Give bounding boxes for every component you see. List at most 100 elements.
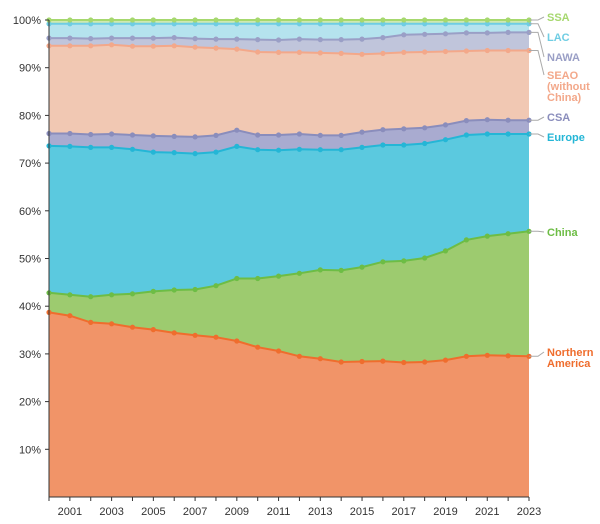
point-northern-america	[338, 359, 344, 365]
point-northern-america	[234, 338, 240, 344]
point-ssa	[401, 17, 407, 23]
point-nawa	[422, 31, 428, 37]
point-china	[67, 292, 73, 298]
point-ssa	[255, 17, 261, 23]
y-tick-label: 10%	[19, 444, 41, 456]
point-europe	[401, 142, 407, 148]
point-northern-america	[401, 359, 407, 366]
point-northern-america	[296, 353, 302, 359]
point-nawa	[109, 35, 115, 41]
point-lac	[317, 21, 323, 27]
point-csa	[171, 133, 177, 139]
point-china	[422, 255, 428, 261]
point-china	[338, 267, 344, 273]
point-lac	[150, 21, 156, 27]
point-csa	[359, 129, 365, 135]
point-seao-without-china	[171, 43, 177, 49]
legend-leader-seao-without-china	[529, 50, 545, 76]
point-europe	[442, 137, 449, 143]
point-northern-america	[192, 332, 198, 338]
legend-label-nawa: NAWA	[547, 52, 580, 64]
point-lac	[422, 21, 428, 27]
point-csa	[67, 130, 73, 137]
point-europe	[192, 151, 198, 157]
y-tick-label: 60%	[19, 206, 41, 218]
point-ssa	[463, 17, 469, 23]
point-europe	[505, 131, 511, 137]
point-seao-without-china	[296, 49, 302, 56]
point-europe	[463, 132, 469, 138]
point-seao-without-china	[505, 47, 511, 54]
point-ssa	[129, 17, 136, 23]
series-lines	[48, 19, 530, 364]
y-tick-label: 80%	[19, 110, 41, 122]
point-csa	[422, 125, 428, 131]
point-csa	[234, 127, 240, 133]
point-europe	[67, 143, 73, 149]
point-lac	[67, 21, 73, 27]
x-tick-label: 2001	[58, 506, 82, 518]
line-europe	[48, 133, 529, 155]
point-ssa	[484, 17, 490, 23]
point-ssa	[213, 17, 219, 23]
point-china	[234, 275, 240, 282]
point-europe	[484, 131, 490, 137]
point-seao-without-china	[317, 50, 323, 56]
point-ssa	[317, 17, 323, 23]
point-ssa	[359, 17, 365, 23]
x-tick-label: 2005	[141, 506, 165, 518]
point-europe	[129, 146, 136, 152]
point-lac	[401, 21, 407, 27]
point-china	[505, 231, 511, 237]
point-csa	[442, 122, 449, 128]
point-csa	[88, 131, 94, 138]
point-china	[171, 287, 177, 293]
area-csa	[49, 119, 529, 154]
point-ssa	[171, 17, 177, 23]
legend-leader-northern-america	[529, 351, 545, 357]
point-china	[401, 258, 407, 264]
point-china	[88, 294, 94, 300]
point-nawa	[171, 35, 177, 41]
legend-label-europe: Europe	[547, 132, 585, 144]
point-nawa	[380, 35, 386, 41]
y-tick-label: 100%	[13, 15, 41, 27]
point-csa	[338, 132, 344, 138]
point-europe	[276, 147, 282, 153]
point-china	[380, 259, 386, 265]
point-china	[213, 283, 219, 289]
point-europe	[150, 149, 156, 155]
point-ssa	[192, 17, 198, 23]
point-seao-without-china	[234, 46, 240, 52]
point-csa	[463, 118, 469, 124]
point-europe	[234, 143, 240, 149]
point-nawa	[276, 37, 282, 43]
point-csa	[505, 117, 511, 123]
axes	[45, 19, 530, 501]
point-csa	[192, 134, 198, 140]
y-tick-label: 50%	[19, 254, 41, 266]
point-northern-america	[484, 352, 490, 358]
line-csa	[49, 118, 529, 138]
legend-label-seao-without-china: SEAO (without China)	[547, 70, 590, 104]
point-lac	[171, 21, 177, 27]
point-ssa	[422, 17, 428, 23]
point-csa	[296, 131, 302, 137]
x-tick-label: 2013	[308, 506, 332, 518]
point-northern-america	[380, 358, 386, 364]
point-china	[109, 292, 115, 298]
point-ssa	[234, 17, 240, 23]
y-tick-label: 70%	[19, 158, 41, 170]
point-europe	[317, 147, 323, 153]
point-nawa	[150, 35, 156, 41]
point-northern-america	[422, 359, 428, 365]
point-northern-america	[109, 321, 115, 327]
point-europe	[171, 150, 177, 156]
point-northern-america	[276, 348, 282, 354]
point-europe	[109, 144, 115, 150]
x-tick-label: 2023	[517, 506, 541, 518]
point-seao-without-china	[380, 50, 386, 57]
x-tick-label: 2015	[350, 506, 374, 518]
point-nawa	[192, 36, 198, 42]
